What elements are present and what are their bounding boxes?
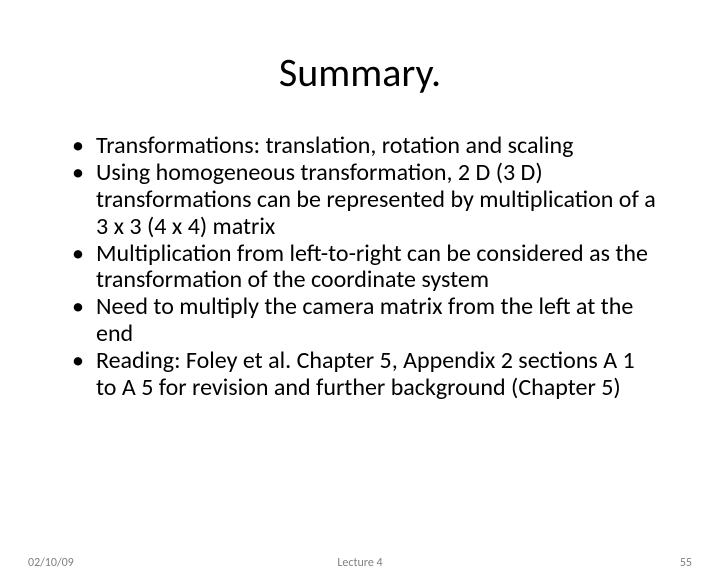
bullet-item: Need to multiply the camera matrix from … [72,294,660,348]
bullet-item: Reading: Foley et al. Chapter 5, Appendi… [72,348,660,402]
footer-page-number: 55 [680,556,692,570]
bullet-list: Transformations: translation, rotation a… [72,133,660,402]
slide-content: Transformations: translation, rotation a… [0,133,720,402]
bullet-item: Multiplication from left-to-right can be… [72,241,660,295]
footer-center: Lecture 4 [337,556,382,570]
bullet-item: Transformations: translation, rotation a… [72,133,660,160]
slide-title: Summary. [0,48,720,97]
slide: Summary. Transformations: translation, r… [0,48,720,588]
footer-date: 02/10/09 [28,556,74,570]
bullet-item: Using homogeneous transformation, 2 D (3… [72,160,660,241]
